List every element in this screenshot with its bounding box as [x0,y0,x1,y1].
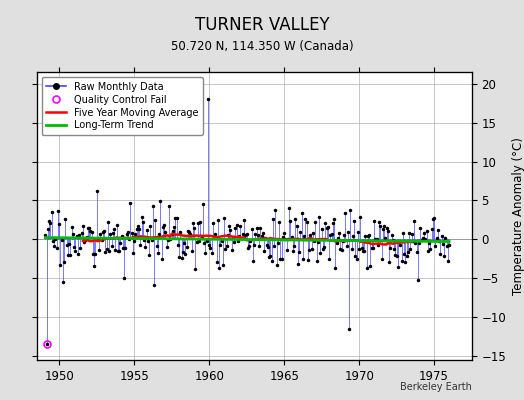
Text: 50.720 N, 114.350 W (Canada): 50.720 N, 114.350 W (Canada) [171,40,353,53]
Text: Berkeley Earth: Berkeley Earth [400,382,472,392]
Legend: Raw Monthly Data, Quality Control Fail, Five Year Moving Average, Long-Term Tren: Raw Monthly Data, Quality Control Fail, … [41,77,203,135]
Y-axis label: Temperature Anomaly (°C): Temperature Anomaly (°C) [511,137,524,295]
Text: TURNER VALLEY: TURNER VALLEY [195,16,329,34]
